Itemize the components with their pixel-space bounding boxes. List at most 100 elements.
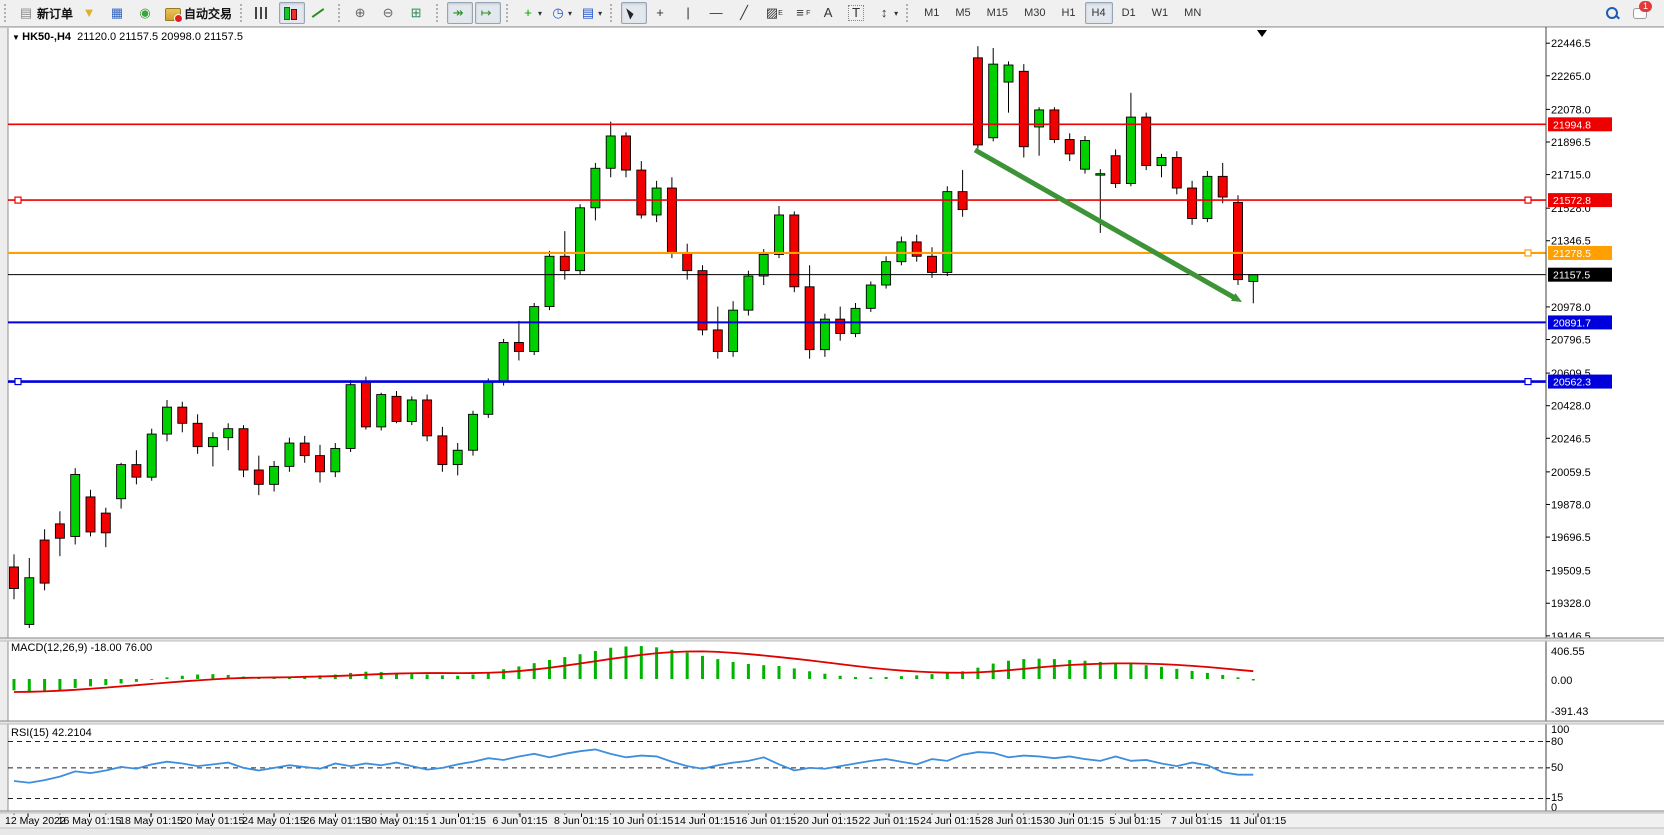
level-handle[interactable] (14, 196, 22, 204)
community-button[interactable]: ◉ (134, 2, 160, 24)
zoom-in-button[interactable]: ⊕ (349, 2, 375, 24)
level-handle[interactable] (1524, 249, 1532, 257)
main-toolbar: ▤ 新订单 ▼ ▦ ◉ 自动交易 ⊕ ⊖ ⊞ ↠ ↦ + ▾ ◷ ▾ ▤ ▾ + | — ╱ ▨ E ≡ F A T ↕ ▾ M1 M5 M1… (0, 0, 1664, 27)
crosshair-button[interactable]: + (649, 2, 675, 24)
tf-mn-button[interactable]: MN (1177, 2, 1208, 24)
tf-h1-button[interactable]: H1 (1054, 2, 1082, 24)
price-badge-text: 21157.5 (1553, 270, 1590, 282)
indicators-list-dropdown-icon[interactable]: ▾ (538, 8, 543, 18)
templates-icon: ▤ (581, 5, 595, 20)
chart-shift-marker[interactable] (1257, 30, 1267, 37)
zoom-out-icon: ⊖ (382, 5, 394, 20)
date-label: 5 Jul 01:15 (1109, 815, 1161, 827)
date-label: 26 May 01:15 (304, 815, 368, 827)
date-label: 24 Jun 01:15 (920, 815, 981, 827)
horizontal-line-button[interactable]: — (705, 2, 731, 24)
text-label-button[interactable]: T (845, 2, 871, 24)
price-tick-label: 19878.0 (1551, 499, 1591, 511)
community-icon: ◉ (139, 5, 151, 20)
date-label: 20 May 01:15 (181, 815, 245, 827)
price-badge-20891.7 (1548, 315, 1612, 330)
mql5-wizard-button[interactable]: ▼ (78, 2, 104, 24)
tf-m15-button[interactable]: M15 (980, 2, 1015, 24)
text-button[interactable]: A (817, 2, 843, 24)
templates-dropdown-icon[interactable]: ▾ (598, 8, 603, 18)
price-axis[interactable]: 22446.522265.022078.021896.521715.021528… (1545, 27, 1612, 813)
level-handle[interactable] (1524, 196, 1532, 204)
cursor-button[interactable] (621, 2, 648, 24)
toolbar-group-scroll: ↠ ↦ (432, 0, 502, 26)
trendline-button[interactable]: ╱ (733, 2, 759, 24)
new-order-label: 新订单 (37, 6, 74, 21)
periods-button[interactable]: ◷ ▾ (547, 2, 575, 24)
fibonacci-retracement-button[interactable]: ≡ F (789, 2, 815, 24)
tf-m30-button[interactable]: M30 (1017, 2, 1052, 24)
rsi-axis-label: 0 (1551, 802, 1557, 814)
line-chart-button[interactable] (307, 2, 333, 24)
date-label: 14 Jun 01:15 (674, 815, 735, 827)
macd-indicator-label: MACD(12,26,9) -18.00 76.00 (11, 642, 153, 654)
date-label: 20 Jun 01:15 (797, 815, 858, 827)
arrows-icon: ↕ (880, 5, 888, 20)
tf-m1-button[interactable]: M1 (917, 2, 946, 24)
templates-button[interactable]: ▤ ▾ (577, 2, 605, 24)
price-tick-label: 21715.0 (1551, 170, 1591, 182)
zoom-out-button[interactable]: ⊖ (377, 2, 403, 24)
toolbar-grip (240, 4, 247, 22)
mql5-wizard-icon: ▼ (82, 5, 96, 20)
level-handle[interactable] (14, 377, 22, 386)
price-badge-21572.8 (1548, 193, 1612, 208)
price-badge-21278.5 (1548, 245, 1612, 260)
price-tick-label: 20246.5 (1551, 433, 1591, 445)
rsi-axis-label: 80 (1551, 736, 1563, 748)
price-tick-label: 20428.0 (1551, 401, 1591, 413)
vertical-line-icon: | (686, 5, 690, 20)
trend-arrow[interactable] (973, 147, 1237, 301)
price-tick-label: 20796.5 (1551, 335, 1591, 347)
level-handle[interactable] (1524, 377, 1532, 386)
tf-m5-button[interactable]: M5 (948, 2, 977, 24)
tile-windows-button[interactable]: ⊞ (405, 2, 431, 24)
text-label-icon: T (848, 5, 865, 21)
periods-dropdown-icon[interactable]: ▾ (568, 8, 573, 18)
equidistant-channel-button[interactable]: ▨ E (761, 2, 787, 24)
tf-w1-button[interactable]: W1 (1145, 2, 1176, 24)
tf-h1-label: H1 (1061, 7, 1076, 19)
toolbar-grip (610, 4, 617, 22)
tf-d1-button[interactable]: D1 (1115, 2, 1143, 24)
price-badge-text: 20562.3 (1553, 377, 1591, 389)
tf-d1-label: D1 (1121, 7, 1136, 19)
candlestick-chart-button[interactable] (279, 2, 306, 24)
horizontal-line-icon: — (709, 5, 723, 20)
date-label: 22 Jun 01:15 (859, 815, 920, 827)
chart-shift-button[interactable]: ↦ (475, 2, 502, 24)
toolbar-group-insert: + ▾ ◷ ▾ ▤ ▾ (502, 0, 606, 26)
search-button[interactable] (1601, 2, 1627, 24)
auto-scroll-button[interactable]: ↠ (447, 2, 474, 24)
open-chart-button[interactable]: ▦ (106, 2, 132, 24)
price-tick-label: 19696.5 (1551, 532, 1591, 544)
price-badge-text: 20891.7 (1553, 317, 1591, 329)
date-label: 16 May 01:15 (58, 815, 122, 827)
macd-axis-label: 0.00 (1551, 675, 1572, 687)
bar-chart-button[interactable] (251, 2, 277, 24)
tf-h4-button[interactable]: H4 (1084, 2, 1113, 24)
arrows-button[interactable]: ↕ ▾ (873, 2, 901, 24)
chat-button[interactable]: 1 (1629, 1, 1655, 24)
price-tick-label: 19509.5 (1551, 566, 1591, 578)
indicators-list-button[interactable]: + ▾ (517, 2, 545, 24)
arrows-dropdown-icon[interactable]: ▾ (894, 8, 899, 18)
trend-arrow-head (1231, 293, 1242, 302)
date-label: 7 Jul 01:15 (1171, 815, 1223, 827)
chart-collapse-icon[interactable]: ▼ (12, 33, 23, 42)
new-order-button[interactable]: ▤ 新订单 (15, 2, 76, 24)
toolbar-grip (4, 4, 11, 22)
toolbar-grip (338, 4, 345, 22)
chart-title: ▼ HK50-,H4 21120.0 21157.5 20998.0 21157… (12, 31, 243, 43)
date-label: 30 May 01:15 (365, 815, 429, 827)
vertical-line-button[interactable]: | (677, 2, 703, 24)
autotrading-button[interactable]: 自动交易 (162, 2, 235, 24)
horizontal-level-lines[interactable] (8, 123, 1546, 386)
